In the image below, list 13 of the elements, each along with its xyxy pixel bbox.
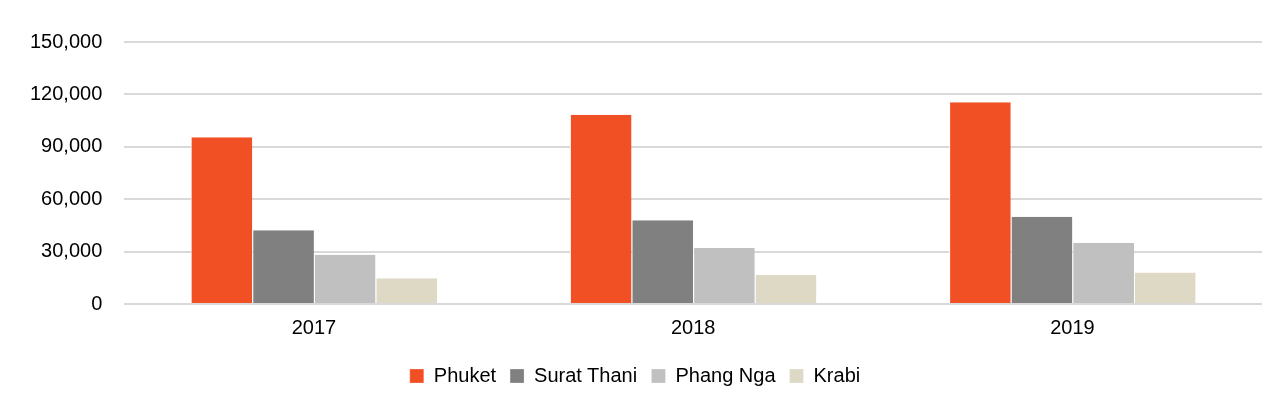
legend-label: Surat Thani <box>534 363 638 386</box>
x-tick-label: 2018 <box>670 315 716 338</box>
y-tick-label: 150,000 <box>30 29 103 52</box>
legend-label: Phuket <box>433 363 497 386</box>
x-tick-label: 2019 <box>1050 315 1095 338</box>
legend-label: Phang Nga <box>675 363 777 386</box>
y-tick-label: 120,000 <box>30 81 103 104</box>
y-tick-label: 0 <box>91 291 103 314</box>
x-tick-label: 2017 <box>291 315 337 338</box>
legend-label: Krabi <box>813 363 861 386</box>
y-tick-label: 60,000 <box>41 186 103 209</box>
y-tick-label: 90,000 <box>41 134 103 157</box>
y-tick-label: 30,000 <box>41 239 103 262</box>
